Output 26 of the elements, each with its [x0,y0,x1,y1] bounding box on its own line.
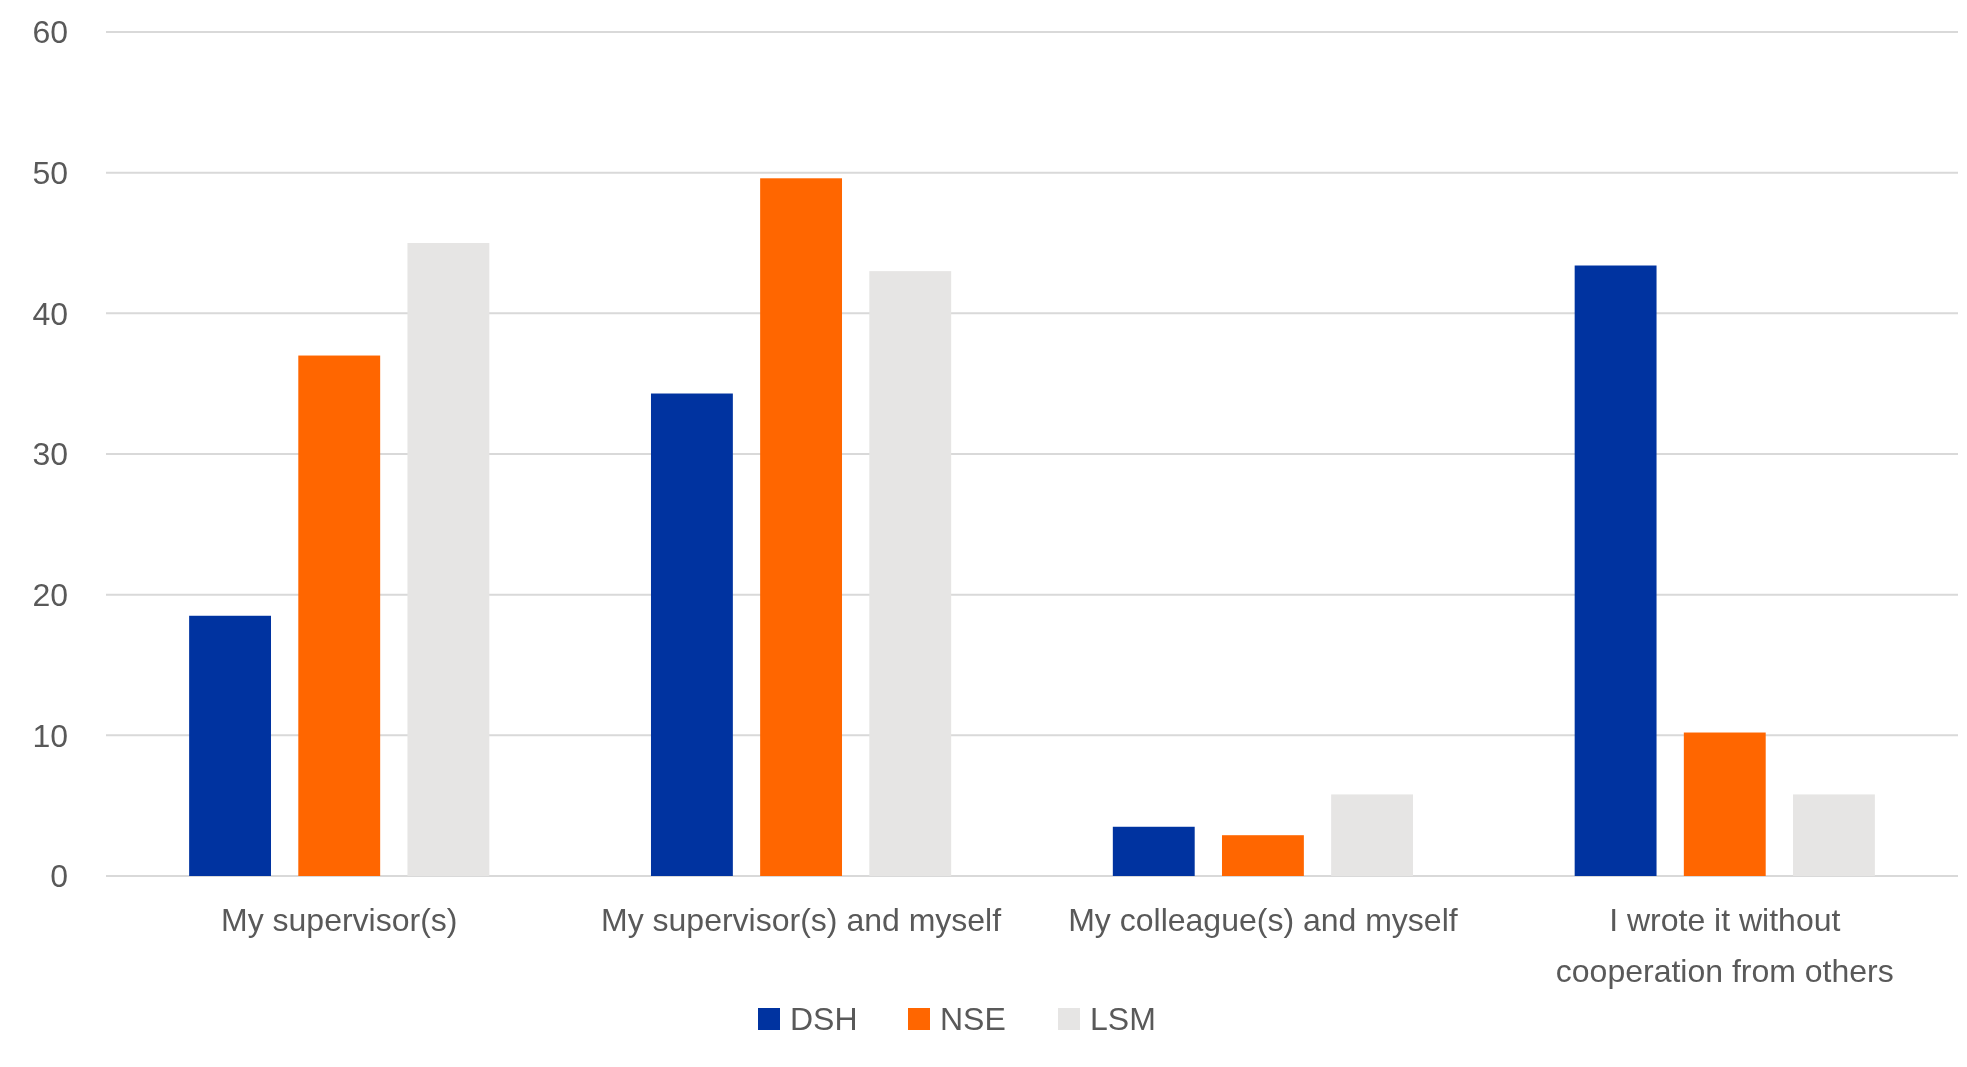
x-tick-label: My supervisor(s) [221,902,458,938]
bar [1574,265,1657,876]
legend-label: DSH [790,1001,858,1037]
legend-label: NSE [940,1001,1006,1037]
bar [1221,835,1304,876]
bar [189,615,271,876]
x-tick-label: My supervisor(s) and myself [601,902,1002,938]
bar [298,355,381,876]
y-tick-label: 60 [32,14,68,51]
bar [1331,794,1414,876]
x-tick-label: I wrote it without cooperation from others [1555,902,1894,989]
y-tick-label: 30 [32,436,68,473]
y-tick-label: 40 [32,295,68,332]
x-tick-label: My colleague(s) and myself [1068,902,1458,938]
y-tick-label: 50 [32,154,68,191]
bar [650,393,733,876]
bar [760,178,843,876]
legend-label: LSM [1090,1001,1156,1037]
y-tick-label: 10 [32,717,68,754]
y-tick-label: 20 [32,576,68,613]
bar [1683,732,1766,876]
bar [869,271,952,876]
bar [1112,826,1195,876]
bar [1793,794,1875,876]
y-tick-label: 0 [50,858,68,895]
bar [407,243,490,876]
